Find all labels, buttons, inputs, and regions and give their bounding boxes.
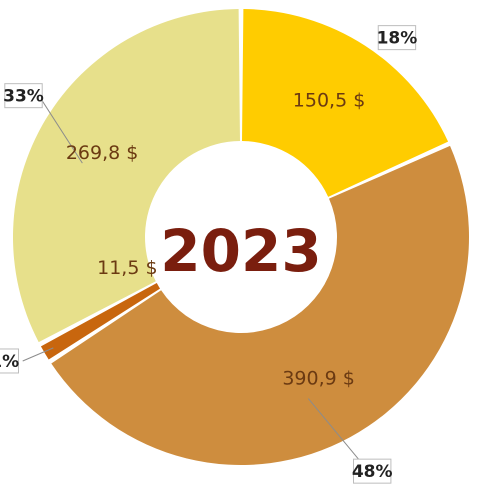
value-label: 390,9 $ — [282, 368, 355, 390]
center-title: 2023 — [160, 217, 321, 285]
leader-line — [22, 347, 54, 362]
percent-label-box — [4, 83, 43, 109]
percent-label-text: 18% — [377, 29, 418, 49]
value-label: 150,5 $ — [293, 90, 366, 112]
value-label: 11,5 $ — [97, 257, 157, 279]
leader-line — [307, 398, 361, 462]
slice-c — [40, 283, 161, 360]
slice-a — [242, 9, 449, 197]
slice-b — [51, 145, 469, 465]
percent-label-text: 1% — [0, 352, 19, 372]
value-label: 269,8 $ — [66, 142, 139, 164]
percent-label: 33% — [3, 83, 44, 109]
leader-lines — [22, 99, 361, 462]
percent-label-box — [377, 25, 417, 51]
slice-d — [13, 9, 240, 343]
donut-slices — [13, 9, 469, 465]
percent-label: 48% — [352, 458, 393, 484]
percent-label-text: 33% — [3, 87, 44, 107]
percent-label: 1% — [0, 348, 20, 374]
percent-label-box — [353, 458, 392, 484]
data-labels: 150,5 $ 18% 390,9 $ 48% 11,5 $ 1% 269,8 $ 33% — [0, 25, 418, 484]
percent-label-text: 48% — [352, 462, 393, 482]
percent-label: 18% — [377, 25, 418, 51]
leader-line — [41, 99, 83, 164]
percent-label-box — [0, 348, 20, 374]
